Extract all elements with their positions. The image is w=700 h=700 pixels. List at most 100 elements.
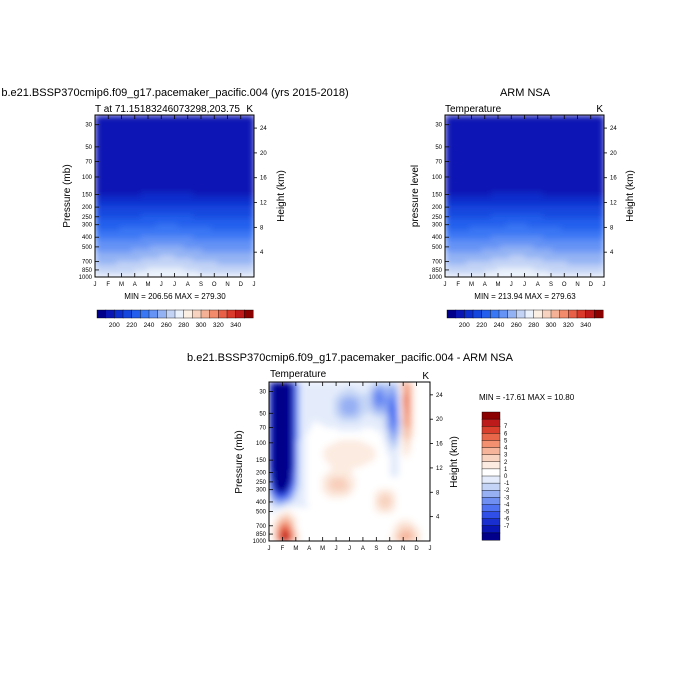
field-cell <box>463 171 468 175</box>
field-cell <box>192 208 197 213</box>
field-cell <box>104 183 109 188</box>
field-cell <box>506 177 511 182</box>
field-cell <box>195 264 200 269</box>
field-cell <box>530 255 535 260</box>
field-cell <box>506 230 511 235</box>
field-cell <box>555 242 559 247</box>
field-cell <box>116 143 121 147</box>
x-tick-label: F <box>106 282 110 288</box>
field-cell <box>552 189 556 194</box>
field-cell <box>232 136 237 141</box>
field-cell <box>536 264 541 269</box>
field-cell <box>95 146 99 151</box>
field-cell <box>539 273 544 277</box>
field-cell <box>472 115 477 119</box>
field-cell <box>518 217 523 222</box>
field-cell <box>490 255 495 260</box>
field-cell <box>561 217 566 222</box>
field-cell <box>481 180 486 185</box>
field-cell <box>247 146 252 151</box>
field-cell <box>524 239 529 244</box>
field-cell <box>232 130 237 135</box>
field-cell <box>567 217 572 222</box>
field-cell <box>195 202 200 207</box>
field-cell <box>564 118 569 123</box>
field-cell <box>515 214 520 219</box>
field-cell <box>223 233 228 238</box>
field-cell <box>177 205 182 210</box>
field-cell <box>533 177 538 182</box>
field-cell <box>567 196 572 200</box>
field-cell <box>122 133 127 138</box>
field-cell <box>202 121 206 126</box>
field-cell <box>487 255 492 260</box>
field-cell <box>165 164 170 169</box>
field-cell <box>150 264 154 269</box>
field-cell <box>500 180 504 185</box>
field-cell <box>460 196 465 200</box>
field-cell <box>217 270 222 275</box>
field-cell <box>159 161 164 166</box>
field-cell <box>509 211 514 216</box>
field-cell <box>533 133 538 138</box>
field-cell <box>548 227 553 232</box>
field-cell <box>500 270 504 275</box>
field-cell <box>143 258 148 263</box>
field-cell <box>113 224 118 228</box>
field-cell <box>104 118 109 123</box>
field-cell <box>448 171 452 175</box>
field-cell <box>171 245 176 250</box>
field-cell <box>183 208 188 213</box>
field-cell <box>95 177 99 182</box>
field-cell <box>506 164 511 169</box>
field-cell <box>503 130 507 135</box>
field-cell <box>113 161 118 166</box>
field-cell <box>220 264 225 269</box>
field-cell <box>466 152 471 157</box>
field-cell <box>542 273 547 277</box>
field-cell <box>558 177 562 182</box>
field-cell <box>552 255 556 260</box>
field-cell <box>134 189 139 194</box>
field-cell <box>107 171 112 175</box>
field-cell <box>131 270 136 275</box>
field-cell <box>466 118 471 123</box>
field-cell <box>463 199 468 204</box>
field-cell <box>466 270 471 275</box>
field-cell <box>475 248 480 253</box>
field-cell <box>481 149 486 154</box>
field-cell <box>159 267 164 272</box>
field-cell <box>189 164 194 169</box>
field-cell <box>527 199 532 204</box>
field-cell <box>119 146 124 151</box>
field-cell <box>454 189 459 194</box>
field-cell <box>131 149 136 154</box>
field-cell <box>496 245 501 250</box>
field-cell <box>542 211 547 216</box>
field-cell <box>137 121 142 126</box>
field-cell <box>552 273 556 277</box>
field-cell <box>168 211 173 216</box>
field-cell <box>223 267 228 272</box>
field-cell <box>496 239 501 244</box>
field-cell <box>490 261 495 266</box>
field-cell <box>98 233 102 238</box>
field-cell <box>107 211 112 216</box>
field-cell <box>195 133 200 138</box>
field-cell <box>174 236 179 241</box>
field-cell <box>509 233 514 238</box>
field-cell <box>165 264 170 269</box>
field-cell <box>506 174 511 179</box>
field-cell <box>484 202 489 207</box>
field-cell <box>457 164 462 169</box>
field-cell <box>570 174 575 179</box>
field-cell <box>235 255 240 260</box>
field-cell <box>506 180 511 185</box>
field-cell <box>101 230 105 235</box>
field-cell <box>214 258 219 263</box>
field-cell <box>481 258 486 263</box>
field-cell <box>536 127 541 132</box>
field-cell <box>214 202 219 207</box>
field-cell <box>487 115 492 119</box>
